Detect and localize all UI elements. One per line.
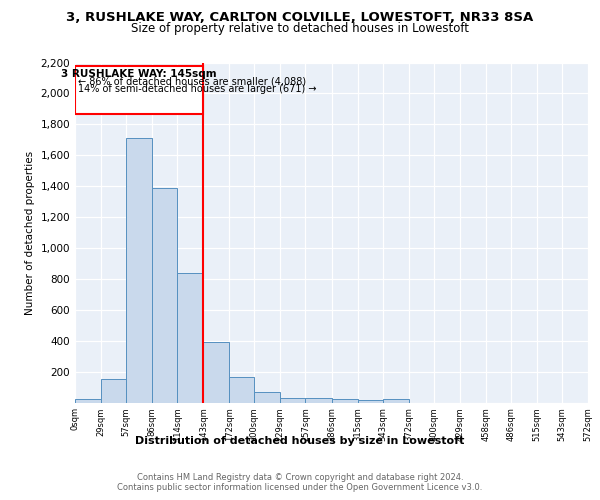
Bar: [203, 342, 229, 402]
Bar: [280, 398, 305, 402]
Bar: [229, 377, 254, 402]
Bar: [126, 138, 152, 402]
Bar: [331, 398, 358, 402]
Text: 3 RUSHLAKE WAY: 145sqm: 3 RUSHLAKE WAY: 145sqm: [61, 68, 217, 78]
Text: 3, RUSHLAKE WAY, CARLTON COLVILLE, LOWESTOFT, NR33 8SA: 3, RUSHLAKE WAY, CARLTON COLVILLE, LOWES…: [67, 11, 533, 24]
Bar: [254, 392, 280, 402]
Text: Contains HM Land Registry data © Crown copyright and database right 2024.: Contains HM Land Registry data © Crown c…: [137, 472, 463, 482]
Bar: [101, 378, 126, 402]
Bar: [75, 400, 101, 402]
Text: Contains public sector information licensed under the Open Government Licence v3: Contains public sector information licen…: [118, 484, 482, 492]
Bar: [305, 398, 332, 402]
Text: ← 86% of detached houses are smaller (4,088): ← 86% of detached houses are smaller (4,…: [77, 76, 306, 86]
Bar: [358, 400, 383, 402]
Text: Distribution of detached houses by size in Lowestoft: Distribution of detached houses by size …: [136, 436, 464, 446]
Y-axis label: Number of detached properties: Number of detached properties: [25, 150, 35, 314]
Bar: [177, 272, 203, 402]
FancyBboxPatch shape: [75, 66, 203, 114]
Text: 14% of semi-detached houses are larger (671) →: 14% of semi-detached houses are larger (…: [77, 84, 316, 94]
Text: Size of property relative to detached houses in Lowestoft: Size of property relative to detached ho…: [131, 22, 469, 35]
Bar: [152, 188, 177, 402]
Bar: [383, 400, 409, 402]
